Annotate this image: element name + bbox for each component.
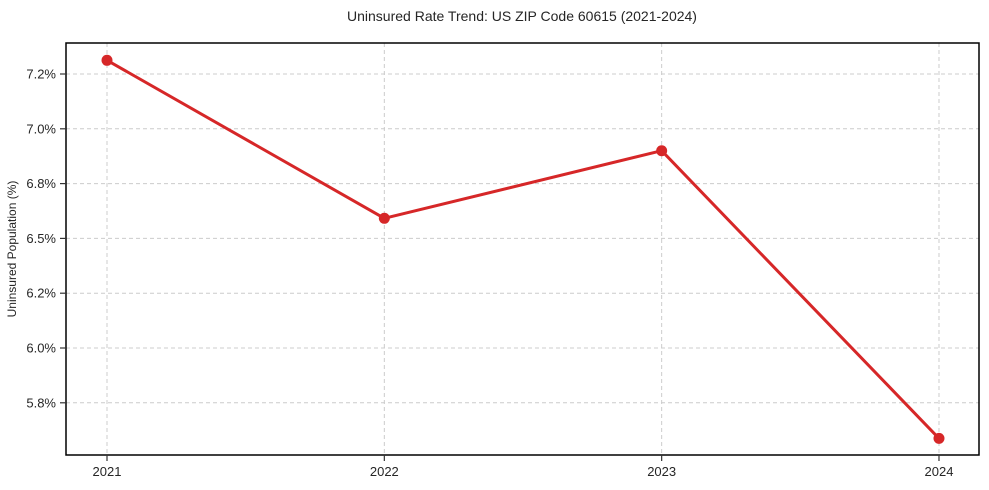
trend-line xyxy=(105,58,941,440)
y-tick-label: 5.8% xyxy=(26,395,56,410)
y-tick-label: 6.2% xyxy=(26,286,56,301)
data-point-marker xyxy=(933,432,945,444)
y-tick-label: 7.0% xyxy=(26,121,56,136)
y-tick-label: 6.5% xyxy=(26,231,56,246)
plot-border xyxy=(65,42,980,456)
y-tick-label: 7.2% xyxy=(26,67,56,82)
x-tick-label: 2024 xyxy=(925,464,954,479)
data-point-marker xyxy=(101,54,113,66)
x-tick-label: 2022 xyxy=(370,464,399,479)
gridlines xyxy=(66,43,979,455)
x-tick-label: 2023 xyxy=(647,464,676,479)
y-tick-label: 6.8% xyxy=(26,176,56,191)
y-tick-label: 6.0% xyxy=(26,341,56,356)
axes-box xyxy=(65,42,980,456)
data-point-marker xyxy=(656,145,668,157)
data-point-marker xyxy=(378,212,390,224)
chart-title: Uninsured Rate Trend: US ZIP Code 60615 … xyxy=(347,8,697,24)
tick-marks xyxy=(60,73,940,461)
data-series xyxy=(101,54,945,444)
tick-labels: 7.2% 7.0% 6.8% 6.5% 6.2% 6.0% 5.8% 2021 2022 2023… xyxy=(26,67,953,480)
y-axis-label: Uninsured Population (%) xyxy=(5,181,19,318)
x-tick-label: 2021 xyxy=(93,464,122,479)
